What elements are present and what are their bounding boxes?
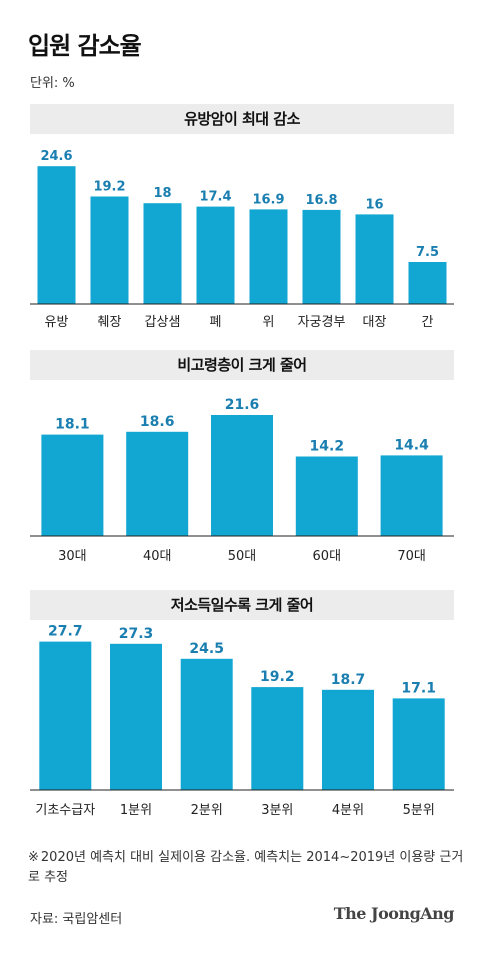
footnote-mark: ※ — [28, 850, 39, 865]
data-label: 24.6 — [40, 149, 72, 164]
chart-1-title: 유방암이 최대 감소 — [184, 110, 300, 128]
bar — [110, 643, 162, 791]
tick-label: 자궁경부 — [298, 315, 346, 330]
tick-label: 60대 — [313, 549, 342, 564]
chart-3-header: 저소득일수록 크게 줄어 — [30, 590, 454, 620]
data-label: 21.6 — [225, 397, 260, 413]
data-label: 18.7 — [331, 672, 366, 688]
bar — [355, 214, 394, 304]
bar — [392, 698, 445, 790]
tick-label: 3분위 — [261, 803, 293, 818]
tick-label: 50대 — [228, 549, 257, 564]
bar — [295, 456, 358, 536]
bar — [143, 203, 182, 304]
bar — [126, 431, 189, 536]
data-label: 27.7 — [48, 624, 83, 640]
data-label: 19.2 — [260, 669, 295, 685]
bar — [196, 206, 235, 304]
chart-3-income-group: 27.7 기초수급자 27.3 1분위 24.5 2분위 19.2 3분위 18.7 4분위 17.… — [30, 624, 454, 818]
chart-1-header: 유방암이 최대 감소 — [30, 104, 454, 134]
tick-label: 유방 — [45, 315, 69, 330]
chart-2-header: 비고령층이 크게 줄어 — [30, 350, 454, 380]
bar — [408, 262, 447, 304]
tick-label: 5분위 — [403, 803, 435, 818]
bar — [322, 689, 374, 790]
data-label: 17.4 — [199, 190, 231, 205]
data-label: 18 — [153, 186, 171, 201]
data-label: 7.5 — [416, 245, 439, 260]
bar — [41, 434, 104, 536]
data-label: 16.8 — [305, 193, 337, 208]
tick-label: 70대 — [397, 549, 426, 564]
bar — [37, 166, 76, 304]
tick-label: 갑상샘 — [145, 315, 181, 330]
tick-label: 췌장 — [98, 315, 122, 330]
data-label: 19.2 — [93, 180, 125, 195]
tick-label: 간 — [422, 315, 434, 330]
unit-label: 단위: % — [30, 76, 75, 91]
tick-label: 30대 — [58, 549, 87, 564]
bar — [211, 415, 273, 536]
chart-1-cancer-type: 24.6 유방 19.2 췌장 18 갑상샘 17.4 폐 16.9 위 16.8 자궁경부 16 대장 7… — [30, 149, 454, 330]
footnote: ※ 2020년 예측치 대비 실제이용 감소율. 예측치는 2014~2019년 … — [28, 848, 468, 888]
chart-2-age-group: 18.1 30대 18.6 40대 21.6 50대 14.2 60대 14.4 70대 — [30, 397, 454, 564]
data-label: 18.6 — [140, 414, 175, 430]
tick-label: 대장 — [363, 315, 387, 330]
chart-3-title: 저소득일수록 크게 줄어 — [170, 596, 314, 614]
bar — [249, 209, 288, 304]
data-label: 17.1 — [401, 680, 436, 696]
bar — [302, 209, 341, 304]
page-title: 입원 감소율 — [28, 32, 142, 60]
footnote-text: 2020년 예측치 대비 실제이용 감소율. 예측치는 2014~2019년 이… — [28, 850, 464, 885]
tick-label: 4분위 — [332, 803, 364, 818]
tick-label: 2분위 — [191, 803, 223, 818]
bar — [380, 455, 443, 536]
tick-label: 1분위 — [120, 803, 152, 818]
tick-label: 위 — [263, 315, 275, 330]
data-label: 16.9 — [252, 192, 284, 207]
bar — [39, 641, 92, 790]
chart-2-title: 비고령층이 크게 줄어 — [177, 356, 307, 374]
bar — [90, 196, 129, 304]
brand-logo: The JoongAng — [333, 904, 455, 923]
data-label: 18.1 — [55, 417, 90, 433]
data-label: 14.2 — [310, 439, 345, 455]
bar — [180, 658, 233, 791]
tick-label: 기초수급자 — [35, 803, 95, 818]
data-label: 14.4 — [394, 437, 429, 453]
tick-label: 40대 — [143, 549, 172, 564]
source-label: 자료: 국립암센터 — [30, 912, 123, 927]
tick-label: 폐 — [210, 315, 222, 330]
data-label: 24.5 — [189, 641, 224, 657]
data-label: 27.3 — [119, 626, 154, 642]
bar — [251, 687, 304, 790]
data-label: 16 — [365, 197, 383, 212]
